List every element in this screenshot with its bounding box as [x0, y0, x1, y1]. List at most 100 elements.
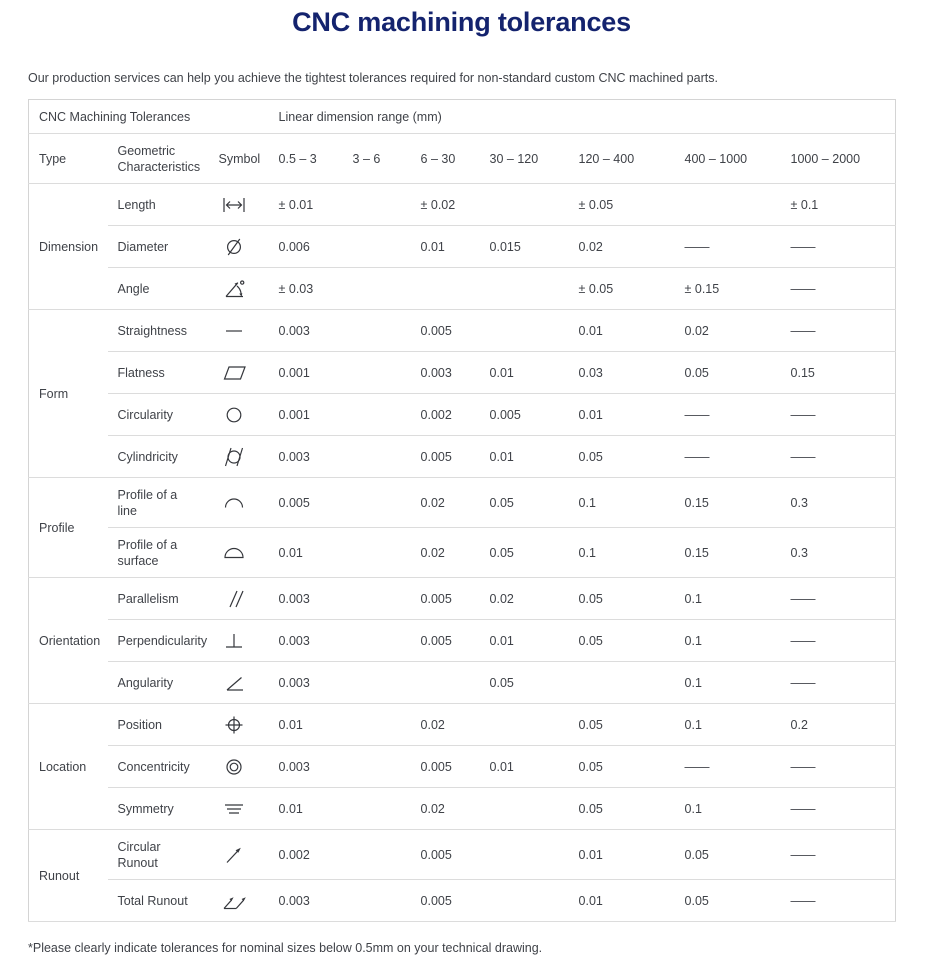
profile-of-surface-symbol — [219, 541, 249, 565]
tolerance-cell: —— — [790, 759, 816, 774]
tolerance-cell: ± 0.03 — [278, 281, 314, 296]
diameter-symbol — [219, 235, 249, 259]
tolerance-cell — [343, 310, 411, 352]
tolerance-cell: 0.01 — [578, 893, 603, 908]
symmetry-symbol — [219, 797, 249, 821]
tolerance-cell: —— — [790, 239, 816, 254]
tolerance-cell: ± 0.1 — [790, 197, 819, 212]
tolerance-cell: 0.1 — [684, 717, 702, 732]
flatness-symbol — [219, 361, 249, 385]
table-row: Cylindricity 0.003 0.005 0.01 0.05 —— —— — [28, 436, 896, 478]
tolerance-cell — [343, 352, 411, 394]
tolerance-cell — [343, 184, 411, 226]
tolerance-cell: 0.02 — [420, 545, 445, 560]
tolerance-cell — [675, 184, 781, 226]
symbol-cell — [209, 528, 269, 578]
table-row: Location Position 0.01 0.02 0.05 0.1 0.2 — [28, 704, 896, 774]
column-header: 3 – 6 — [352, 151, 381, 166]
tolerance-cell: 0.05 — [684, 893, 709, 908]
tolerance-cell: —— — [684, 759, 710, 774]
column-header: 120 – 400 — [578, 151, 635, 166]
table-row: Angle ± 0.03 ± 0.05 ± 0.15 —— — [28, 268, 896, 310]
angularity-symbol — [219, 671, 249, 695]
tolerance-cell: 0.015 — [489, 239, 521, 254]
tolerance-cell: —— — [790, 281, 816, 296]
tolerance-cell: 0.003 — [278, 323, 310, 338]
tolerance-cell: 0.01 — [578, 847, 603, 862]
tolerance-cell: 0.005 — [278, 495, 310, 510]
tolerance-cell: 0.05 — [684, 365, 709, 380]
tolerance-cell — [411, 662, 480, 704]
page-content: CNC machining tolerances Our production … — [28, 7, 897, 956]
tolerance-cell: 0.02 — [578, 239, 603, 254]
tolerance-cell: —— — [790, 323, 816, 338]
tolerance-cell: 0.002 — [278, 847, 310, 862]
tolerance-cell: —— — [790, 591, 816, 606]
tolerance-cell: 0.02 — [420, 717, 445, 732]
tolerance-cell: 0.3 — [790, 545, 808, 560]
tolerance-cell: 0.01 — [578, 323, 603, 338]
tolerance-cell — [480, 310, 569, 352]
straightness-symbol — [219, 319, 249, 343]
symbol-cell — [209, 184, 269, 226]
tolerance-cell: 0.1 — [578, 545, 596, 560]
tolerance-cell: 0.15 — [684, 495, 709, 510]
tolerance-cell: 0.005 — [420, 759, 452, 774]
tolerance-cell: 0.001 — [278, 407, 310, 422]
column-header: Geometric Characteristics — [117, 143, 201, 174]
table-row: Diameter 0.006 0.01 0.015 0.02 —— —— — [28, 226, 896, 268]
tolerance-cell: 0.1 — [578, 495, 596, 510]
tolerance-cell: 0.1 — [684, 675, 702, 690]
tolerance-cell: 0.005 — [420, 323, 452, 338]
tolerance-cell: 0.01 — [489, 449, 514, 464]
table-row: Perpendicularity 0.003 0.005 0.01 0.05 0.1 —— — [28, 620, 896, 662]
characteristic-cell: Profile of a surface — [117, 537, 178, 568]
tolerance-cell: 0.02 — [489, 591, 514, 606]
range-header-cell: Linear dimension range (mm) — [278, 109, 442, 124]
characteristic-cell: Circular Runout — [117, 839, 161, 870]
characteristic-cell: Angularity — [117, 675, 174, 690]
tolerance-cell — [343, 478, 411, 528]
tolerance-cell — [569, 662, 675, 704]
tolerance-cell: 0.003 — [278, 449, 310, 464]
tolerance-cell: 0.01 — [578, 407, 603, 422]
tolerance-cell — [411, 268, 480, 310]
tolerance-cell — [480, 788, 569, 830]
parallelism-symbol — [219, 587, 249, 611]
intro-text: Our production services can help you ach… — [28, 71, 718, 85]
symbol-cell — [209, 578, 269, 620]
column-header: Symbol — [218, 151, 261, 166]
symbol-cell — [209, 394, 269, 436]
tolerance-cell: 0.1 — [684, 591, 702, 606]
symbol-cell — [209, 620, 269, 662]
tolerance-cell — [343, 226, 411, 268]
type-cell: Profile — [39, 520, 75, 535]
length-symbol — [219, 193, 249, 217]
symbol-cell — [209, 436, 269, 478]
tolerance-cell: ± 0.01 — [278, 197, 314, 212]
tolerance-cell — [343, 578, 411, 620]
table-row: Concentricity 0.003 0.005 0.01 0.05 —— —— — [28, 746, 896, 788]
tolerance-cell: —— — [790, 449, 816, 464]
table-row: Flatness 0.001 0.003 0.01 0.03 0.05 0.15 — [28, 352, 896, 394]
column-header: 1000 – 2000 — [790, 151, 861, 166]
table-row: Profile Profile of a line 0.005 0.02 0.05 0.1… — [28, 478, 896, 535]
tolerance-cell: 0.05 — [489, 675, 514, 690]
tolerance-cell: 0.05 — [578, 633, 603, 648]
tolerance-cell — [343, 746, 411, 788]
characteristic-cell: Total Runout — [117, 893, 188, 908]
tolerance-cell: 0.05 — [578, 801, 603, 816]
tolerance-cell: 0.05 — [578, 717, 603, 732]
tolerance-cell: 0.003 — [278, 893, 310, 908]
tolerance-cell: 0.005 — [420, 449, 452, 464]
tolerance-cell: 0.003 — [420, 365, 452, 380]
tolerances-table: CNC Machining Tolerances Linear dimension… — [28, 99, 897, 922]
tolerance-cell: 0.02 — [420, 495, 445, 510]
tolerance-cell: —— — [790, 893, 816, 908]
tolerance-cell — [480, 880, 569, 922]
tolerance-cell: 0.006 — [278, 239, 310, 254]
tolerance-cell: 0.05 — [489, 545, 514, 560]
tolerance-cell: 0.003 — [278, 759, 310, 774]
table-row: Form Straightness 0.003 0.005 0.01 0.02 —— — [28, 310, 896, 401]
symbol-cell — [209, 788, 269, 830]
